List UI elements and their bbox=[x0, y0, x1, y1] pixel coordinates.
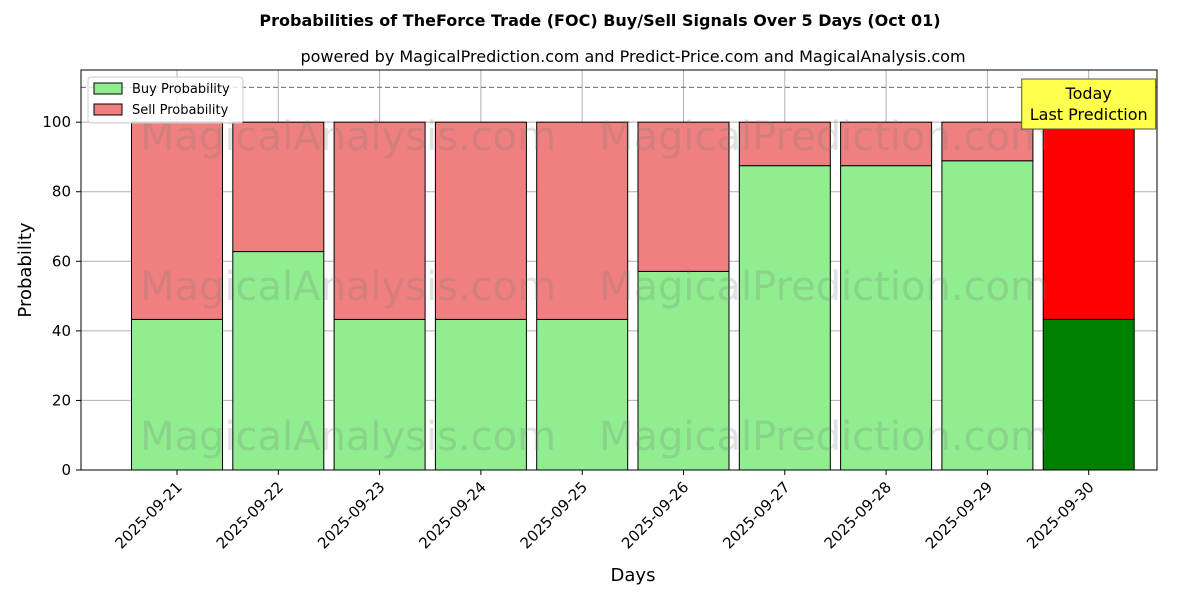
bar-sell bbox=[232, 121, 325, 253]
watermark-text: MagicalAnalysis.com bbox=[140, 264, 556, 310]
today-annotation: Today Last Prediction bbox=[1021, 78, 1157, 130]
watermark-text: MagicalPrediction.com bbox=[599, 114, 1049, 160]
y-axis-ticks: 0 20 40 60 80 100 bbox=[42, 113, 81, 479]
bar-buy bbox=[333, 318, 426, 471]
legend: Buy Probability Sell Probability bbox=[87, 76, 244, 124]
x-tick-label: 2025-09-26 bbox=[618, 478, 692, 552]
y-tick-label: 20 bbox=[52, 391, 71, 409]
x-axis-ticks: 2025-09-21 2025-09-22 2025-09-23 2025-09-24… bbox=[111, 470, 1098, 552]
x-tick-label: 2025-09-24 bbox=[415, 478, 489, 552]
annotation-text: Today bbox=[1065, 84, 1112, 103]
bar-buy bbox=[1042, 318, 1135, 471]
legend-label: Sell Probability bbox=[132, 103, 229, 118]
y-tick-label: 100 bbox=[42, 113, 71, 131]
x-tick-label: 2025-09-28 bbox=[821, 478, 895, 552]
bar-sell bbox=[131, 121, 223, 320]
legend-box bbox=[87, 76, 244, 124]
bar-buy bbox=[637, 270, 730, 471]
chart-title: Probabilities of TheForce Trade (FOC) Bu… bbox=[259, 11, 940, 30]
legend-swatch bbox=[93, 103, 123, 116]
plot-frame bbox=[80, 69, 1158, 471]
y-axis-label: Probability bbox=[15, 222, 36, 317]
legend-swatch bbox=[93, 82, 123, 95]
bar-buy bbox=[434, 318, 527, 471]
bar-sell bbox=[840, 121, 933, 167]
bars bbox=[131, 121, 1135, 471]
bar-buy bbox=[536, 318, 629, 471]
annotation-text: Last Prediction bbox=[1030, 105, 1148, 124]
bar-sell bbox=[637, 121, 730, 272]
x-tick-label: 2025-09-23 bbox=[314, 478, 388, 552]
bar-sell bbox=[941, 121, 1034, 162]
y-tick-label: 80 bbox=[52, 183, 71, 201]
x-tick-label: 2025-09-29 bbox=[922, 478, 996, 552]
bar-buy bbox=[941, 160, 1034, 471]
x-tick-label: 2025-09-30 bbox=[1023, 478, 1097, 552]
y-tick-label: 60 bbox=[52, 252, 71, 270]
watermark-text: MagicalPrediction.com bbox=[599, 264, 1049, 310]
bar-sell bbox=[333, 121, 426, 320]
y-tick-label: 0 bbox=[61, 461, 71, 479]
x-tick-label: 2025-09-22 bbox=[213, 478, 287, 552]
watermark-text: MagicalAnalysis.com bbox=[140, 414, 556, 460]
bar-sell bbox=[536, 121, 629, 320]
bar-buy bbox=[232, 251, 325, 471]
chart-subtitle: powered by MagicalPrediction.com and Pre… bbox=[300, 47, 965, 66]
annotation-box bbox=[1021, 78, 1157, 130]
bar-sell bbox=[738, 121, 831, 167]
bar-buy bbox=[738, 165, 831, 471]
y-tick-label: 40 bbox=[52, 322, 71, 340]
legend-label: Buy Probability bbox=[132, 82, 230, 97]
watermarks: MagicalAnalysis.com MagicalPrediction.com… bbox=[140, 114, 1049, 460]
watermark-text: MagicalPrediction.com bbox=[599, 414, 1049, 460]
bar-sell bbox=[434, 121, 527, 320]
x-axis-label: Days bbox=[611, 565, 656, 586]
x-tick-label: 2025-09-21 bbox=[111, 478, 185, 552]
x-tick-label: 2025-09-25 bbox=[517, 478, 591, 552]
bar-sell bbox=[1042, 121, 1135, 320]
x-tick-label: 2025-09-27 bbox=[719, 478, 793, 552]
